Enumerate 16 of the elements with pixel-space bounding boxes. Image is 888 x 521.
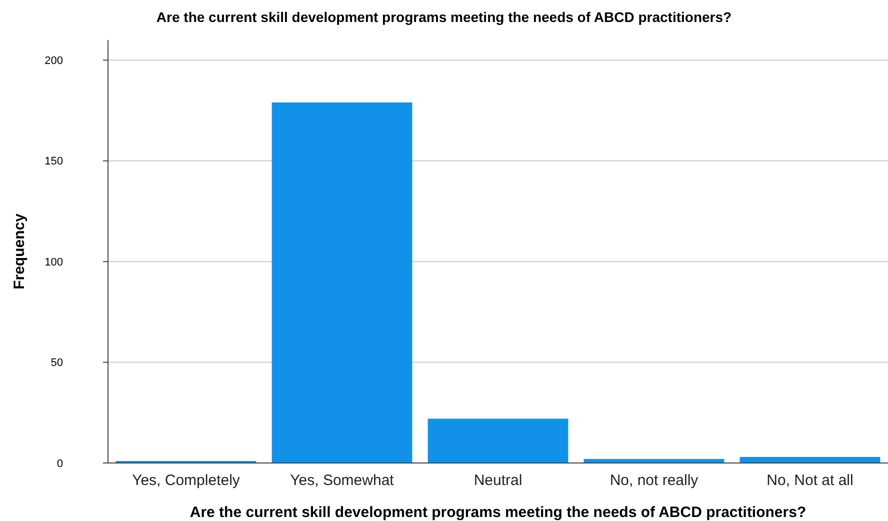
bar: [272, 102, 412, 463]
y-tick-label: 50: [50, 357, 63, 370]
bar: [740, 456, 880, 463]
y-axis-title: Frequency: [11, 212, 28, 290]
y-tick-label: 150: [44, 156, 63, 168]
x-tick-label: No, Not at all: [766, 472, 854, 489]
x-tick-label: Neutral: [474, 472, 522, 489]
x-tick-label: Yes, Completely: [132, 472, 240, 489]
x-tick-label: No, not really: [610, 472, 699, 489]
x-tick-label: Yes, Somewhat: [290, 472, 395, 489]
y-tick-label: 100: [44, 256, 63, 268]
y-tick-label: 0: [56, 458, 63, 470]
chart-title: Are the current skill development programs meeting the needs of ABCD practitioners?: [156, 9, 732, 25]
y-tick-label: 200: [44, 54, 63, 67]
x-axis-title: Are the current skill development programs meeting the needs of ABCD practitioners?: [190, 504, 806, 521]
bar: [428, 418, 568, 463]
